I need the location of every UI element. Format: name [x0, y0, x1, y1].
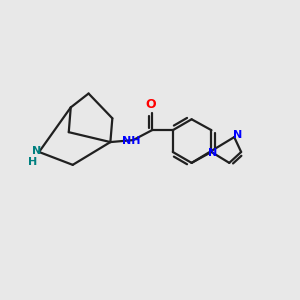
- Text: N: N: [232, 130, 242, 140]
- Text: O: O: [146, 98, 156, 111]
- Text: N: N: [32, 146, 42, 156]
- Text: NH: NH: [122, 136, 140, 146]
- Text: N: N: [208, 148, 217, 158]
- Text: H: H: [28, 157, 38, 167]
